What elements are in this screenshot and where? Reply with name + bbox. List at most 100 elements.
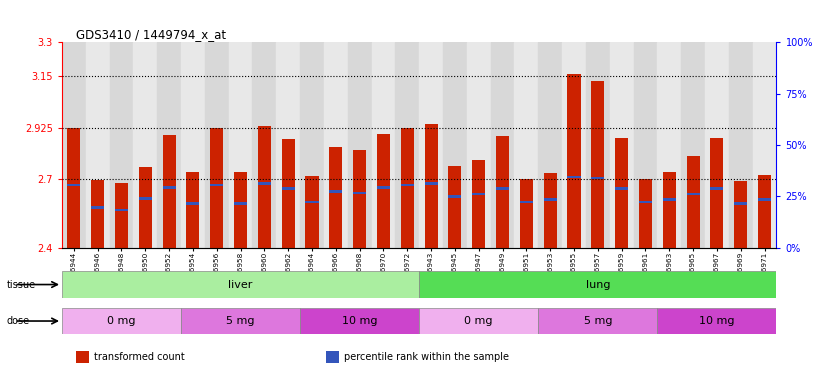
- Text: 0 mg: 0 mg: [464, 316, 493, 326]
- Bar: [686, 156, 700, 248]
- Bar: [91, 206, 104, 209]
- Bar: [638, 179, 652, 248]
- Text: tissue: tissue: [7, 280, 36, 290]
- Bar: [300, 42, 324, 248]
- Bar: [326, 351, 339, 363]
- Bar: [258, 126, 271, 248]
- Bar: [258, 182, 271, 185]
- Bar: [353, 192, 366, 194]
- Bar: [282, 187, 295, 190]
- Bar: [253, 42, 276, 248]
- Bar: [62, 308, 181, 334]
- Bar: [157, 42, 181, 248]
- Bar: [282, 139, 295, 248]
- Bar: [520, 201, 533, 204]
- Bar: [539, 42, 562, 248]
- Bar: [353, 149, 366, 248]
- Bar: [472, 193, 486, 195]
- Bar: [306, 176, 319, 248]
- Bar: [544, 199, 557, 201]
- Bar: [638, 201, 652, 204]
- Bar: [567, 175, 581, 178]
- Bar: [76, 351, 89, 363]
- Bar: [401, 184, 414, 186]
- Bar: [539, 308, 657, 334]
- Text: 5 mg: 5 mg: [226, 316, 255, 326]
- Bar: [681, 42, 705, 248]
- Bar: [377, 134, 390, 248]
- Bar: [401, 128, 414, 248]
- Bar: [425, 182, 438, 185]
- Bar: [324, 42, 348, 248]
- Bar: [610, 42, 634, 248]
- Bar: [710, 187, 724, 190]
- Bar: [710, 138, 724, 248]
- Bar: [115, 209, 128, 211]
- Bar: [419, 42, 443, 248]
- Text: lung: lung: [586, 280, 610, 290]
- Bar: [419, 271, 776, 298]
- Bar: [181, 308, 300, 334]
- Bar: [234, 172, 247, 248]
- Bar: [62, 271, 419, 298]
- Bar: [396, 42, 419, 248]
- Bar: [567, 74, 581, 248]
- Bar: [330, 190, 343, 193]
- Bar: [449, 166, 462, 248]
- Bar: [657, 42, 681, 248]
- Bar: [467, 42, 491, 248]
- Bar: [734, 202, 748, 205]
- Bar: [449, 195, 462, 198]
- Text: 10 mg: 10 mg: [342, 316, 377, 326]
- Bar: [276, 42, 300, 248]
- Bar: [472, 160, 486, 248]
- Bar: [187, 172, 200, 248]
- Bar: [729, 42, 752, 248]
- Text: 5 mg: 5 mg: [583, 316, 612, 326]
- Bar: [372, 42, 396, 248]
- Bar: [115, 183, 128, 248]
- Bar: [210, 128, 223, 248]
- Bar: [758, 175, 771, 248]
- Bar: [229, 42, 253, 248]
- Bar: [443, 42, 467, 248]
- Bar: [657, 308, 776, 334]
- Bar: [615, 138, 629, 248]
- Bar: [496, 136, 509, 248]
- Text: transformed count: transformed count: [94, 352, 185, 362]
- Bar: [300, 308, 419, 334]
- Bar: [187, 202, 200, 205]
- Bar: [139, 197, 152, 200]
- Bar: [86, 42, 110, 248]
- Bar: [705, 42, 729, 248]
- Bar: [425, 124, 438, 248]
- Bar: [491, 42, 515, 248]
- Bar: [496, 187, 509, 190]
- Bar: [562, 42, 586, 248]
- Bar: [330, 147, 343, 248]
- Bar: [734, 182, 748, 248]
- Bar: [110, 42, 133, 248]
- Bar: [181, 42, 205, 248]
- Bar: [205, 42, 229, 248]
- Text: 0 mg: 0 mg: [107, 316, 135, 326]
- Bar: [591, 177, 605, 179]
- Bar: [91, 180, 104, 248]
- Text: GDS3410 / 1449794_x_at: GDS3410 / 1449794_x_at: [76, 28, 226, 41]
- Bar: [348, 42, 372, 248]
- Bar: [591, 81, 605, 248]
- Bar: [634, 42, 657, 248]
- Bar: [377, 186, 390, 189]
- Bar: [62, 42, 86, 248]
- Text: dose: dose: [7, 316, 30, 326]
- Bar: [515, 42, 539, 248]
- Bar: [133, 42, 157, 248]
- Bar: [615, 187, 629, 190]
- Bar: [662, 199, 676, 201]
- Bar: [419, 308, 539, 334]
- Bar: [139, 167, 152, 248]
- Text: liver: liver: [228, 280, 253, 290]
- Bar: [210, 184, 223, 186]
- Bar: [662, 172, 676, 248]
- Text: 10 mg: 10 mg: [699, 316, 734, 326]
